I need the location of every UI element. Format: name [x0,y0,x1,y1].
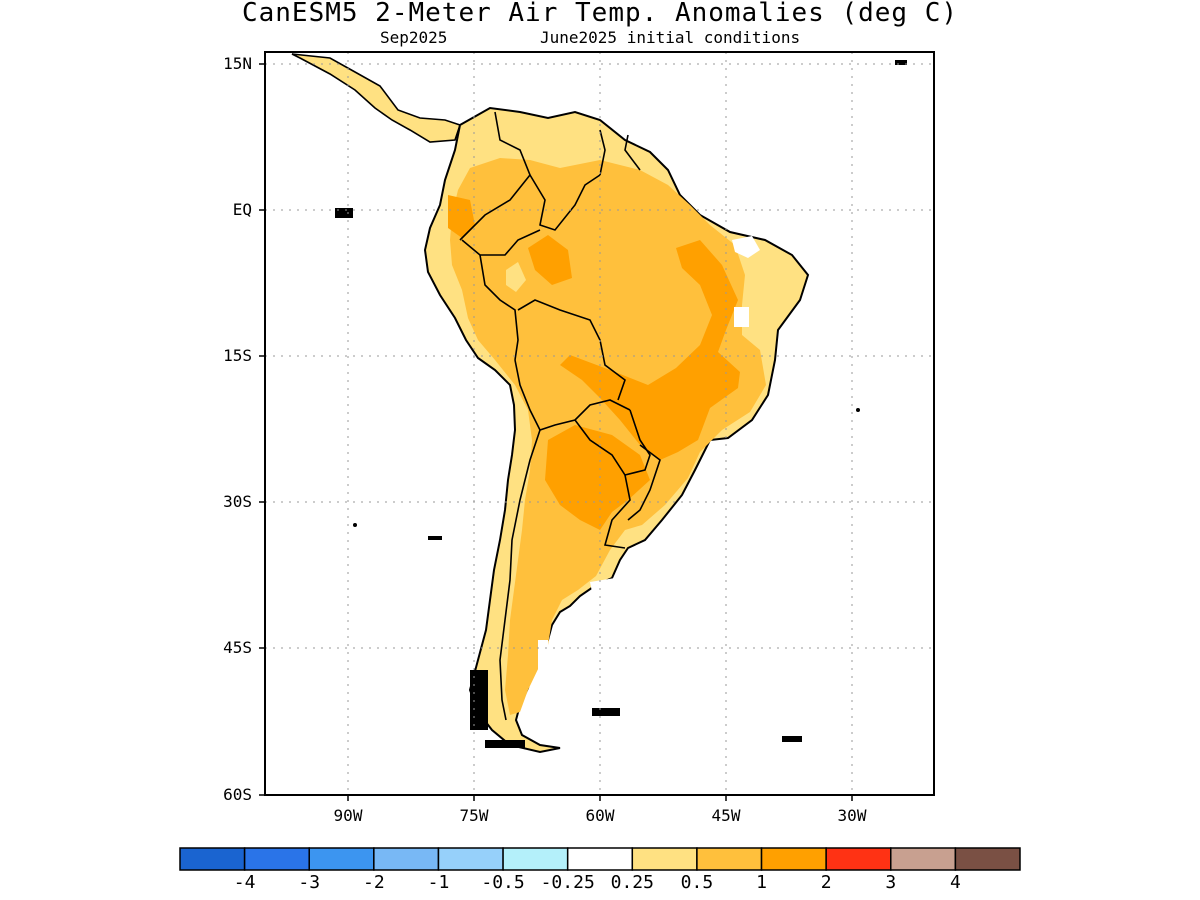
anomaly-region-2-to-3-south [545,425,650,530]
anomaly-region-2-to-3-west [448,195,475,238]
lat-label: 15S [223,346,252,365]
colorbar-swatch [179,847,246,871]
colorbar-swatch [437,847,504,871]
forecast-month: Sep2025 [380,28,448,47]
colorbar-label: 2 [820,872,832,893]
colorbar-swatch [631,847,698,871]
colorbar-label: -4 [233,872,256,893]
country-borders [459,111,661,721]
lon-label: 90W [333,806,363,825]
colorbar-label: -2 [363,872,385,893]
near-zero-patch [734,307,749,327]
colorbar-label: -0.5 [481,872,525,893]
colorbar-swatch [954,847,1021,871]
lat-label: 30S [223,492,252,511]
colorbar-label: 4 [949,872,961,893]
lon-label: 30W [837,806,867,825]
colorbar-swatch [243,847,310,871]
anomaly-region-2-to-3-east [560,240,740,460]
colorbar-swatch [696,847,763,871]
colorbar-swatch [890,847,957,871]
map-title: CanESM5 2-Meter Air Temp. Anomalies (deg… [241,0,959,28]
colorbar-label: 3 [885,872,897,893]
lon-label: 60W [585,806,615,825]
lat-label: 60S [223,785,252,804]
near-zero-patch [590,578,615,592]
near-zero-patch [732,236,760,258]
anomaly-region-2-to-3-north [528,235,572,285]
colorbar [179,847,1021,871]
lat-label: 15N [223,54,252,73]
colorbar-swatch [502,847,569,871]
colorbar-label: 1 [756,872,767,893]
lon-label: 75W [459,806,489,825]
lon-label: 45W [711,806,741,825]
colorbar-swatch [825,847,892,871]
axis-ticks [259,63,853,801]
colorbar-label: -1 [427,872,450,893]
initial-conditions: June2025 initial conditions [540,28,801,47]
near-zero-patch [506,262,526,292]
colorbar-label: -3 [298,872,321,893]
colorbar-label: 0.5 [680,872,714,893]
central-america-landmass [291,53,462,143]
colorbar-label: -0.25 [540,872,595,893]
colorbar-swatch [760,847,827,871]
lat-label: EQ [232,200,252,219]
colorbar-swatch [373,847,440,871]
colorbar-label: 0.25 [610,872,654,893]
colorbar-swatch [308,847,375,871]
lat-label: 45S [223,638,252,657]
colorbar-swatch [566,847,634,871]
near-zero-patch [538,640,548,680]
